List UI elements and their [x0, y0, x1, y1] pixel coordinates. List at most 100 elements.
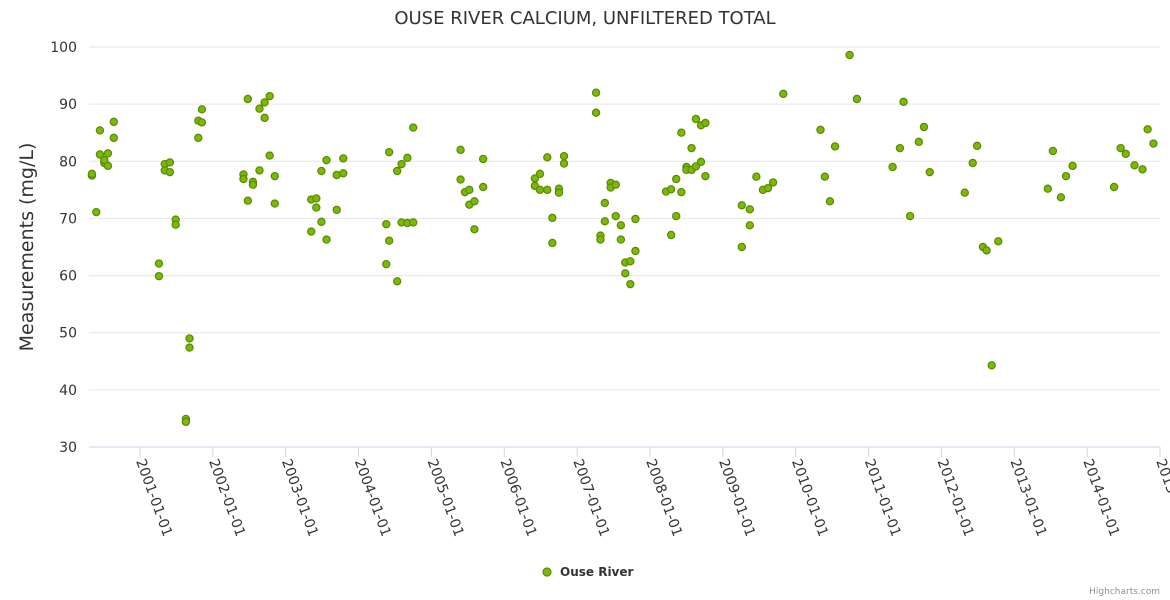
- data-point[interactable]: [456, 145, 465, 155]
- data-point[interactable]: [1061, 171, 1071, 181]
- data-point[interactable]: [701, 118, 710, 128]
- data-point[interactable]: [701, 171, 710, 181]
- data-point[interactable]: [543, 153, 552, 162]
- data-point[interactable]: [677, 187, 686, 197]
- data-point[interactable]: [409, 123, 418, 132]
- data-point[interactable]: [852, 94, 862, 104]
- data-point[interactable]: [905, 211, 915, 221]
- data-point[interactable]: [478, 154, 488, 164]
- data-point[interactable]: [535, 185, 545, 195]
- data-point[interactable]: [895, 143, 905, 153]
- data-point[interactable]: [672, 174, 681, 184]
- data-point[interactable]: [265, 151, 274, 160]
- data-point[interactable]: [154, 271, 164, 281]
- data-point[interactable]: [554, 188, 564, 197]
- data-point[interactable]: [591, 88, 601, 97]
- data-point[interactable]: [745, 221, 755, 230]
- data-point[interactable]: [185, 334, 194, 343]
- data-point[interactable]: [95, 126, 105, 135]
- data-point[interactable]: [255, 104, 264, 113]
- data-point[interactable]: [1138, 165, 1147, 174]
- data-point[interactable]: [616, 235, 626, 244]
- data-point[interactable]: [322, 235, 331, 244]
- data-point[interactable]: [248, 180, 258, 189]
- data-point[interactable]: [95, 150, 105, 159]
- data-point[interactable]: [339, 154, 348, 163]
- data-point[interactable]: [243, 94, 253, 104]
- data-point[interactable]: [1121, 149, 1130, 159]
- data-point[interactable]: [1149, 139, 1158, 148]
- data-point[interactable]: [470, 225, 479, 234]
- data-point[interactable]: [1116, 143, 1125, 153]
- data-point[interactable]: [596, 235, 605, 244]
- data-point[interactable]: [600, 217, 610, 226]
- data-point[interactable]: [611, 180, 620, 189]
- data-point[interactable]: [392, 166, 402, 176]
- data-point[interactable]: [677, 128, 686, 137]
- data-point[interactable]: [382, 219, 391, 229]
- data-point[interactable]: [626, 257, 635, 266]
- data-point[interactable]: [600, 198, 610, 208]
- data-point[interactable]: [154, 259, 164, 268]
- data-point[interactable]: [548, 238, 557, 248]
- data-point[interactable]: [591, 108, 601, 117]
- data-point[interactable]: [185, 343, 194, 352]
- data-point[interactable]: [830, 142, 840, 151]
- data-point[interactable]: [171, 220, 180, 229]
- data-point[interactable]: [456, 175, 465, 184]
- data-point[interactable]: [611, 211, 620, 221]
- data-point[interactable]: [1056, 193, 1066, 202]
- data-point[interactable]: [626, 279, 635, 289]
- legend-item-ouse-river[interactable]: Ouse River: [560, 565, 634, 579]
- data-point[interactable]: [737, 242, 747, 252]
- data-point[interactable]: [382, 259, 391, 269]
- legend[interactable]: Ouse River: [542, 565, 634, 579]
- data-point[interactable]: [409, 218, 418, 227]
- data-point[interactable]: [816, 125, 825, 135]
- data-point[interactable]: [109, 117, 118, 127]
- data-point[interactable]: [1143, 125, 1152, 134]
- data-point[interactable]: [332, 205, 341, 215]
- data-point[interactable]: [616, 221, 626, 230]
- data-point[interactable]: [687, 143, 696, 153]
- data-point[interactable]: [696, 157, 706, 167]
- data-point[interactable]: [87, 169, 97, 179]
- data-point[interactable]: [243, 196, 253, 205]
- data-point[interactable]: [530, 174, 540, 183]
- data-point[interactable]: [103, 161, 113, 171]
- data-point[interactable]: [888, 162, 897, 172]
- data-point[interactable]: [384, 147, 394, 157]
- data-point[interactable]: [691, 114, 701, 124]
- data-point[interactable]: [265, 91, 274, 101]
- data-point[interactable]: [317, 217, 326, 227]
- data-point[interactable]: [260, 113, 269, 123]
- data-point[interactable]: [737, 201, 747, 210]
- data-point[interactable]: [672, 211, 681, 221]
- data-point[interactable]: [968, 158, 977, 168]
- data-point[interactable]: [925, 167, 934, 177]
- data-point[interactable]: [1068, 161, 1077, 171]
- data-point[interactable]: [270, 199, 279, 208]
- data-point[interactable]: [631, 214, 640, 224]
- data-point[interactable]: [465, 185, 474, 195]
- data-point[interactable]: [197, 105, 207, 114]
- data-point[interactable]: [103, 149, 113, 158]
- data-point[interactable]: [763, 183, 773, 193]
- data-point[interactable]: [543, 185, 552, 195]
- data-point[interactable]: [478, 182, 488, 192]
- data-point[interactable]: [194, 133, 203, 143]
- data-point[interactable]: [100, 155, 109, 165]
- data-point[interactable]: [392, 277, 402, 286]
- data-point[interactable]: [270, 171, 279, 181]
- data-point[interactable]: [768, 178, 778, 187]
- data-point[interactable]: [239, 174, 248, 184]
- data-point[interactable]: [384, 236, 394, 245]
- data-point[interactable]: [914, 137, 924, 147]
- data-point[interactable]: [994, 237, 1003, 246]
- data-point[interactable]: [559, 159, 569, 168]
- data-point[interactable]: [165, 158, 175, 167]
- data-point[interactable]: [397, 159, 406, 169]
- data-point[interactable]: [960, 188, 969, 197]
- data-point[interactable]: [899, 97, 908, 107]
- data-point[interactable]: [1130, 161, 1139, 170]
